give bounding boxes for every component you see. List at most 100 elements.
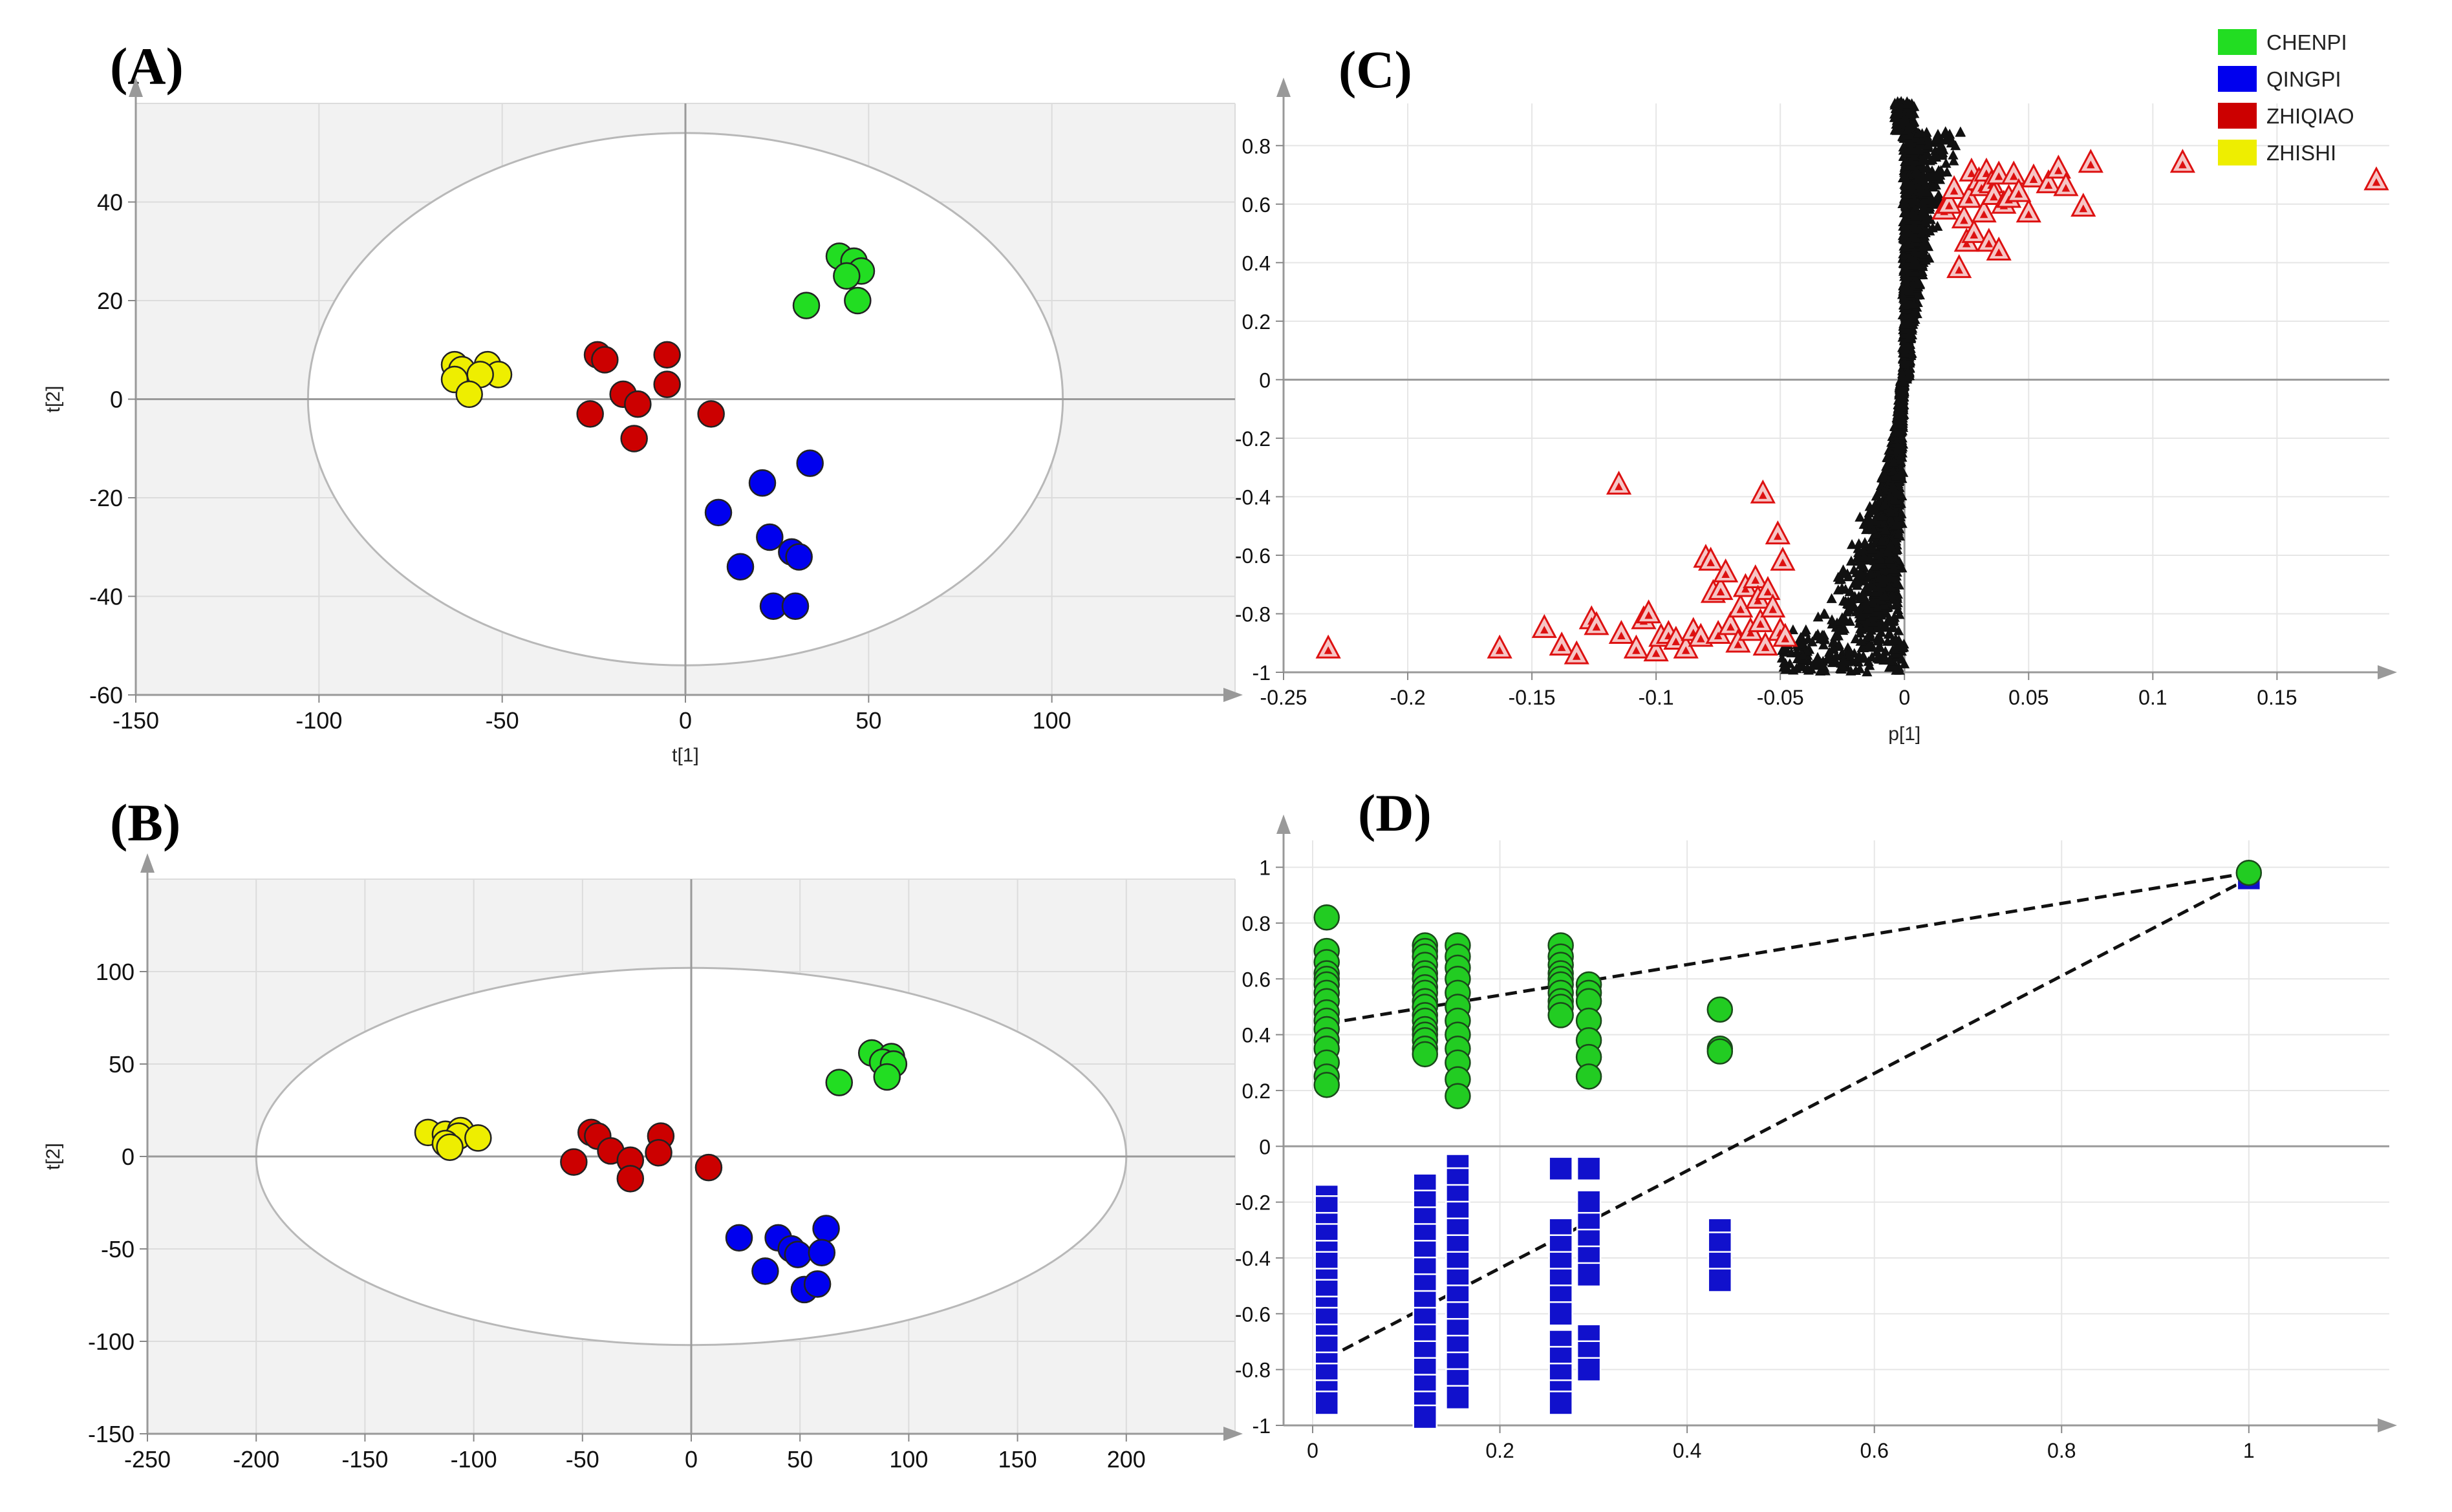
variable-point [1838,655,1849,665]
panel-label-C: (C) [1339,40,1412,99]
variable-point [1838,564,1849,575]
variable-point [1796,635,1807,646]
variable-point [1903,189,1914,199]
legend-label: QINGPI [2266,67,2341,91]
panel-D: (D) 0 0.2 0.4 0.6 0.8 1 -1 -0.8 -0.6 -0.4 -0.2 0 0.2 0… [1235,783,2397,1462]
selected-marker-core [1754,596,1762,604]
variable-point [1898,376,1909,387]
data-point [591,346,619,374]
variable-point [1866,544,1877,554]
x-tick-label: 0 [685,1446,698,1473]
series-zhishi [414,1116,492,1161]
variable-point [1837,661,1848,671]
y-axis-label: t[2] [43,386,64,413]
variable-point [1860,599,1872,609]
q2-point [1548,1156,1573,1182]
y-tick-label: 0.8 [1242,134,1271,158]
selected-marker-core [2009,172,2018,180]
variable-point [1891,426,1902,436]
x-axis-label: p[1] [1888,723,1920,745]
y-tick-label: -0.2 [1235,427,1271,451]
variable-point [1900,197,1911,208]
variable-point [1899,263,1910,273]
data-point [844,286,872,315]
variable-point [1880,620,1891,630]
variable-point [1798,650,1809,660]
variable-point [1892,487,1904,497]
variable-point [1940,134,1951,145]
variable-point [1889,98,1900,108]
variable-point [1900,274,1911,284]
panel-A: (A) -150 -100 -50 0 50 100 -60 -40 -20 0 20 40 t[1] t[… [43,37,1243,766]
variable-point [1852,577,1863,587]
selected-marker-core [1721,570,1730,579]
variable-point [1864,501,1875,511]
series-selected-markers [1315,149,2389,665]
selected-marker-core [1761,643,1770,652]
variable-point [1929,198,1941,209]
variable-point [1864,513,1875,524]
x-tick-label: 50 [787,1446,813,1473]
variable-point [1918,244,1930,254]
selected-marker-core [1769,605,1777,613]
x-tick-label: 50 [855,707,881,734]
data-point [616,1165,645,1193]
data-point [796,449,824,477]
variable-point [1899,348,1910,358]
variable-point [1791,647,1802,657]
variable-point [1868,580,1879,591]
x-tick-label: -0.1 [1639,686,1674,709]
series-chenpi [825,1039,908,1096]
q2-point [1576,1156,1602,1182]
variable-point [1867,617,1878,627]
variable-point [1855,635,1866,646]
series-r2 [1313,859,2263,1109]
data-point [756,523,784,551]
selected-marker-core [1950,187,1959,195]
variable-point [1814,633,1826,644]
variable-point [1941,158,1952,168]
legend-label: ZHIQIAO [2266,104,2354,128]
variable-point [1898,641,1909,652]
selected-marker-core [1592,623,1601,631]
variable-point [1830,631,1841,641]
r2-point [1445,1083,1471,1109]
y-tick-label: -20 [89,485,123,511]
variable-point [1895,385,1906,396]
variable-point [1848,600,1860,610]
r2-point [1575,1063,1602,1090]
variable-point [1858,551,1870,562]
variable-point [1955,127,1966,137]
variable-point [1893,527,1904,538]
selected-marker-core [1572,652,1581,660]
selected-marker-core [2079,204,2088,213]
variable-point [1836,615,1847,626]
selected-marker-core [1716,588,1725,596]
variable-point [1879,590,1891,601]
variable-point [1875,553,1886,564]
variable-point [1885,490,1896,500]
selected-marker-core [2061,184,2070,192]
selected-marker-core [2044,181,2053,189]
variable-point [1861,524,1872,535]
panel-C: (C) -0.25 -0.2 -0.15 -0.1 -0.05 0 0.05 0.1 0.15 -1… [1235,29,2397,745]
selected-marker-core [1990,193,1998,201]
variable-point [1880,524,1891,535]
variable-point [1892,444,1903,454]
legend: CHENPI QINGPI ZHIQIAO ZHISHI [2218,29,2354,165]
panel-B: (B) -250 -200 -150 -100 -50 0 50 100 150 200 -150 -1… [43,793,1243,1473]
variable-point [1845,555,1857,566]
y-axis-label: t[2] [43,1143,64,1170]
selected-marker-core [1781,634,1790,643]
variable-point [1891,518,1902,528]
selected-marker-core [2024,210,2033,218]
variable-point [1900,319,1911,329]
variable-point [1891,471,1902,481]
data-point [784,1240,812,1268]
selected-marker-core [1651,649,1661,657]
selected-marker-core [1758,491,1767,499]
selected-marker-core [1495,646,1504,654]
variable-point [1890,599,1901,610]
variable-point [1890,594,1901,604]
variable-point [1921,186,1932,197]
